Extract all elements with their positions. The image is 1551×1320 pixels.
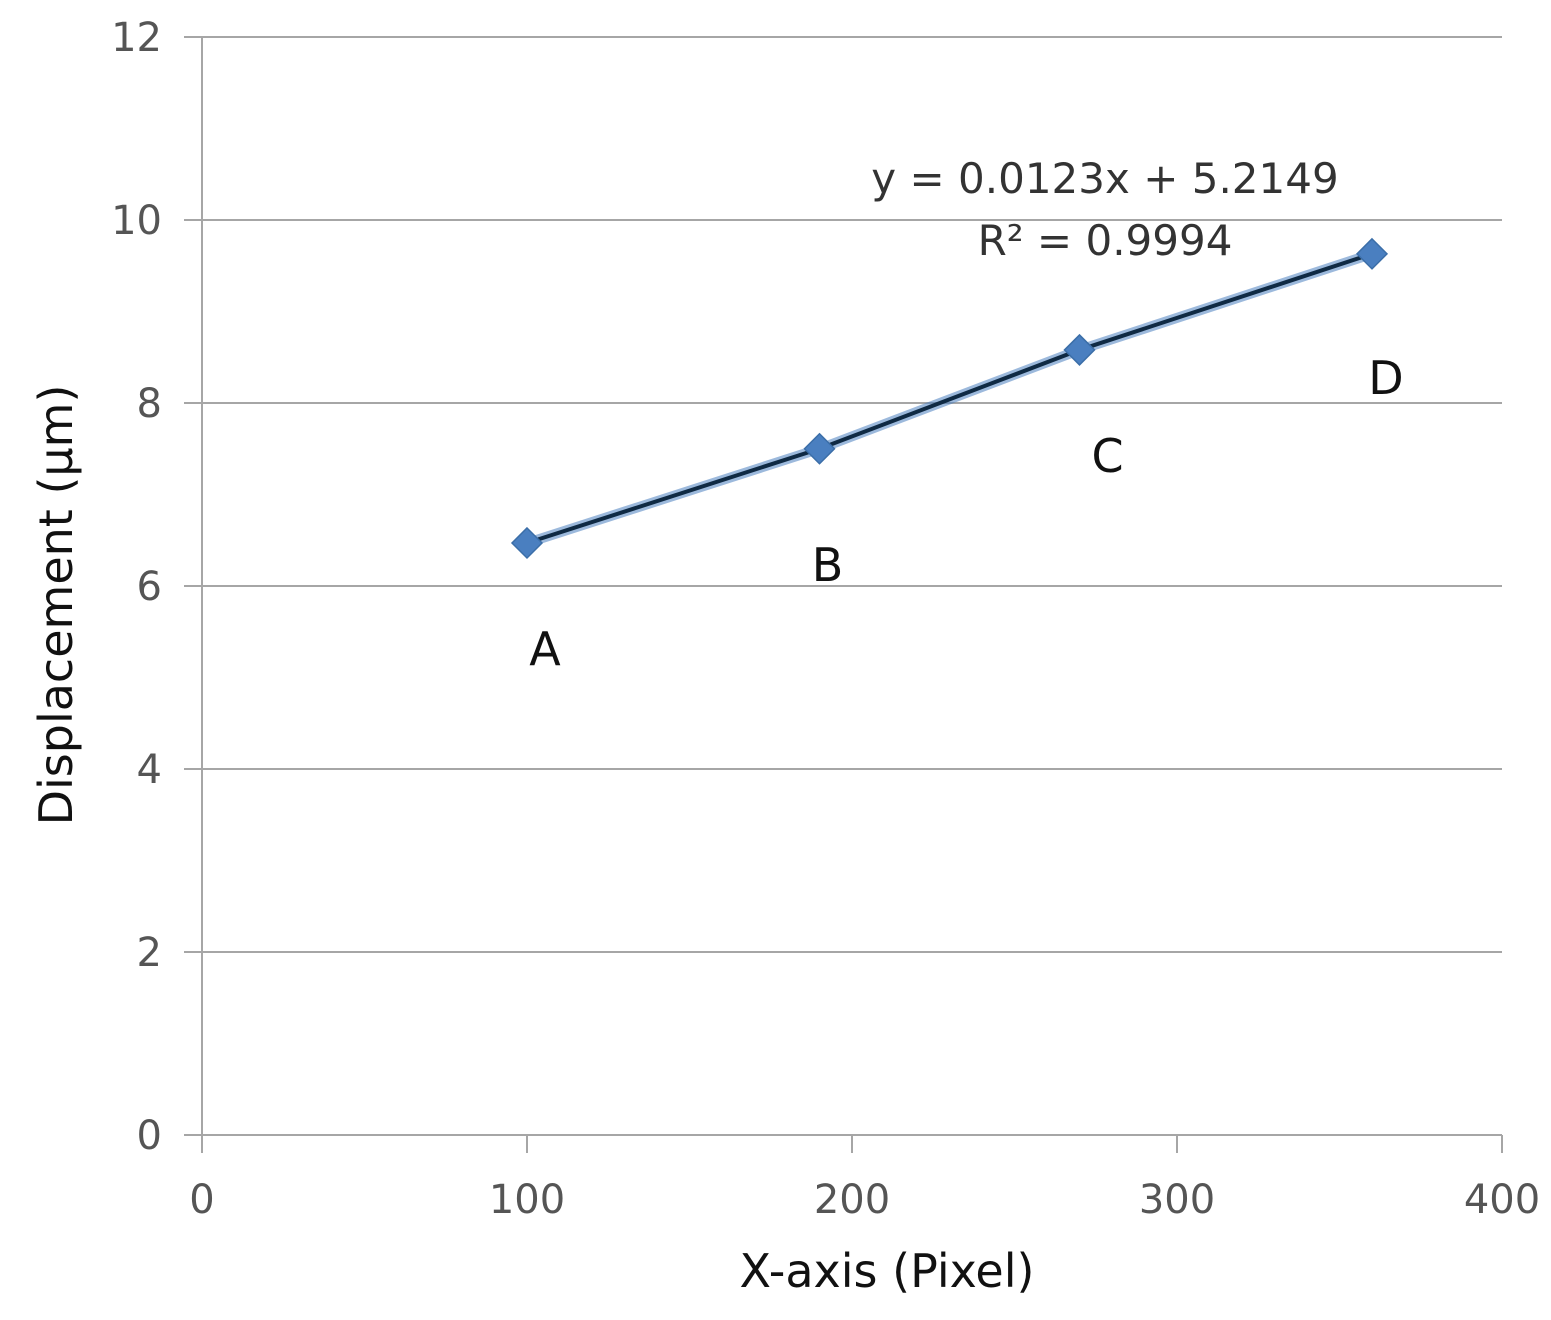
x-tick-label-4: 400 — [1464, 1177, 1540, 1223]
y-axis-title: Displacement (μm) — [29, 385, 83, 826]
y-tick-label-0: 0 — [137, 1113, 162, 1159]
y-tick-label-3: 6 — [137, 564, 162, 610]
trendline-group — [525, 249, 1374, 548]
point-label-A: A — [529, 622, 561, 676]
data-point-C — [1063, 333, 1096, 366]
data-point-D — [1355, 237, 1389, 270]
x-tick-label-3: 300 — [1139, 1177, 1215, 1223]
y-tick-label-4: 8 — [137, 381, 162, 427]
tick-labels: 0 2 4 6 8 10 12 0 100 200 300 400 — [111, 15, 1540, 1223]
data-point-A — [510, 526, 544, 560]
y-tick-label-1: 2 — [137, 930, 162, 976]
point-label-C: C — [1091, 429, 1123, 483]
axes — [184, 36, 1503, 1153]
data-point-B — [803, 432, 836, 465]
x-axis-title: X-axis (Pixel) — [740, 1244, 1035, 1298]
x-tick-label-0: 0 — [189, 1177, 214, 1223]
data-points — [510, 237, 1389, 560]
trendline-equation: y = 0.0123x + 5.2149 — [871, 154, 1338, 203]
series-line — [526, 251, 1373, 545]
point-label-B: B — [812, 538, 844, 592]
point-label-D: D — [1368, 351, 1403, 405]
x-tick-label-1: 100 — [489, 1177, 565, 1223]
gridlines — [202, 36, 1502, 953]
r-squared-label: R² = 0.9994 — [978, 216, 1233, 265]
point-labels: A B C D — [529, 351, 1403, 676]
y-tick-label-6: 12 — [111, 15, 162, 61]
y-tick-label-5: 10 — [111, 198, 162, 244]
y-tick-label-2: 4 — [137, 747, 162, 793]
x-tick-label-2: 200 — [814, 1177, 890, 1223]
